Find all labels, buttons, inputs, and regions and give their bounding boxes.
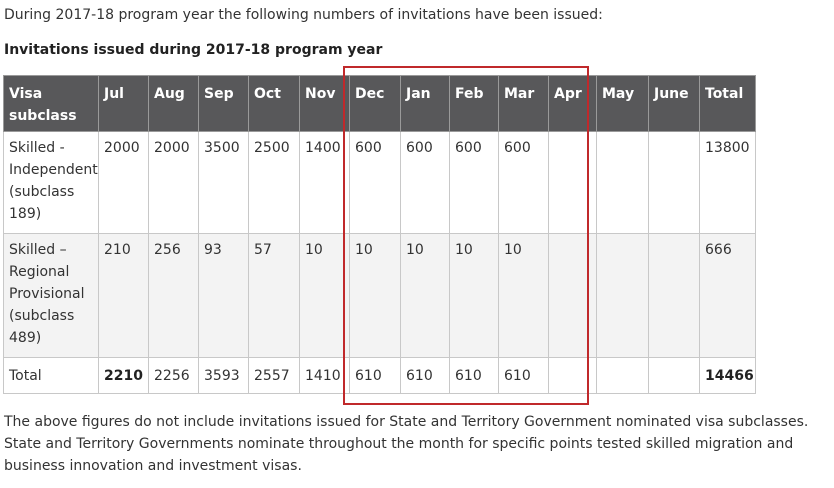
table-cell: 10 — [400, 233, 450, 358]
header-june: June — [648, 75, 700, 132]
header-jul: Jul — [98, 75, 149, 132]
table-cell: 610 — [449, 357, 499, 394]
table-cell: 10 — [349, 233, 401, 358]
header-feb: Feb — [449, 75, 499, 132]
footnote-line: business innovation and investment visas… — [4, 458, 302, 474]
table-cell: 93 — [198, 233, 249, 358]
header-aug: Aug — [148, 75, 199, 132]
table-header-row: Visa subclass Jul Aug Sep Oct Nov Dec Ja… — [3, 75, 756, 132]
table-cell — [596, 233, 649, 358]
header-oct: Oct — [248, 75, 300, 132]
row-label: Skilled – Regional Provisional (subclass… — [3, 233, 99, 358]
grand-total-cell: 14466 — [699, 357, 756, 394]
table-cell: 2500 — [248, 131, 300, 234]
table-cell: 610 — [400, 357, 450, 394]
header-total: Total — [699, 75, 756, 132]
table-cell — [648, 233, 700, 358]
table-cell — [648, 357, 700, 394]
header-mar: Mar — [498, 75, 549, 132]
table-cell — [548, 233, 597, 358]
header-dec: Dec — [349, 75, 401, 132]
table-cell: 1400 — [299, 131, 350, 234]
header-jan: Jan — [400, 75, 450, 132]
table-cell: 1410 — [299, 357, 350, 394]
table-cell: 2210 — [98, 357, 149, 394]
footnote-line: The above figures do not include invitat… — [4, 414, 809, 430]
table-row: Skilled – Regional Provisional (subclass… — [3, 233, 756, 358]
table-caption: Invitations issued during 2017-18 progra… — [4, 42, 383, 58]
invitations-table: Visa subclass Jul Aug Sep Oct Nov Dec Ja… — [3, 75, 756, 394]
row-total-cell: 13800 — [699, 131, 756, 234]
table-cell: 57 — [248, 233, 300, 358]
table-row: Skilled - Independent (subclass 189) 200… — [3, 131, 756, 234]
table-cell: 2000 — [148, 131, 199, 234]
table-cell: 10 — [498, 233, 549, 358]
table-cell: 2256 — [148, 357, 199, 394]
table-cell: 600 — [349, 131, 401, 234]
table-cell: 210 — [98, 233, 149, 358]
table-cell — [548, 131, 597, 234]
table-cell: 10 — [449, 233, 499, 358]
header-apr: Apr — [548, 75, 597, 132]
table-cell — [596, 131, 649, 234]
table-cell: 3500 — [198, 131, 249, 234]
table-cell: 2000 — [98, 131, 149, 234]
table-cell — [596, 357, 649, 394]
table-cell — [548, 357, 597, 394]
header-may: May — [596, 75, 649, 132]
table-cell: 10 — [299, 233, 350, 358]
footnote-line: State and Territory Governments nominate… — [4, 436, 794, 452]
table-cell — [648, 131, 700, 234]
header-sep: Sep — [198, 75, 249, 132]
table-cell: 610 — [498, 357, 549, 394]
intro-text: During 2017-18 program year the followin… — [4, 7, 603, 23]
footnote: The above figures do not include invitat… — [4, 411, 809, 477]
table-cell: 610 — [349, 357, 401, 394]
table-cell: 600 — [498, 131, 549, 234]
table-cell: 600 — [449, 131, 499, 234]
row-label: Skilled - Independent (subclass 189) — [3, 131, 99, 234]
table-cell: 2557 — [248, 357, 300, 394]
header-visa-subclass: Visa subclass — [3, 75, 99, 132]
table-cell: 600 — [400, 131, 450, 234]
table-cell: 256 — [148, 233, 199, 358]
row-total-cell: 666 — [699, 233, 756, 358]
table-cell: 3593 — [198, 357, 249, 394]
header-nov: Nov — [299, 75, 350, 132]
table-total-row: Total 2210 2256 3593 2557 1410 610 610 6… — [3, 357, 756, 394]
row-label: Total — [3, 357, 99, 394]
